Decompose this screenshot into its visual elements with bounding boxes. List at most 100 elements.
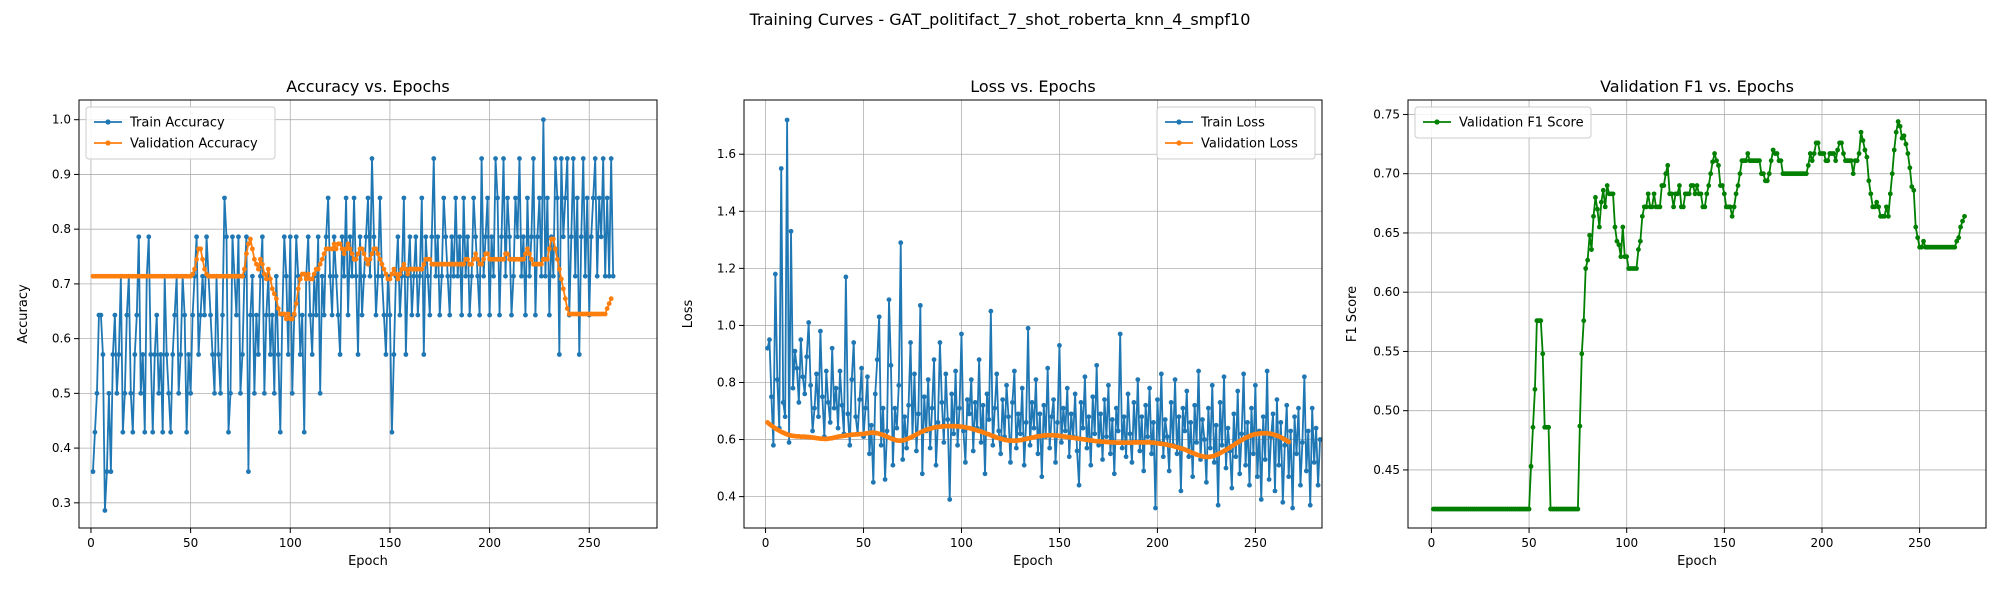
- f1-series-0-point: [1850, 171, 1856, 177]
- accuracy-series-1-point: [554, 256, 560, 262]
- accuracy-series-0-point: [361, 273, 367, 279]
- accuracy-series-0-point: [594, 273, 600, 279]
- accuracy-series-0-point: [537, 195, 542, 201]
- accuracy-xtick-label-1: 50: [183, 536, 198, 550]
- f1-series-0-point: [1620, 224, 1626, 230]
- accuracy-series-0-point: [281, 234, 287, 240]
- loss-series-0-point: [1243, 462, 1248, 468]
- accuracy-series-1-point: [341, 251, 347, 257]
- loss-series-0-point: [827, 420, 833, 425]
- loss-series-0-point: [808, 382, 814, 388]
- loss-series-0-point: [1080, 425, 1086, 431]
- loss-series-0-point: [902, 414, 908, 420]
- f1-series-0-point: [1778, 158, 1784, 164]
- accuracy-series-1-point: [343, 246, 349, 252]
- accuracy-series-1-point: [552, 246, 558, 252]
- f1-series-0-point: [1663, 171, 1669, 177]
- f1-series-0-point: [1600, 187, 1606, 193]
- loss-series-0-point: [1084, 445, 1090, 451]
- loss-series-0-point: [1274, 397, 1280, 402]
- loss-series-0-point: [1237, 471, 1243, 477]
- loss-series-0-line: [766, 119, 1321, 509]
- loss-series-0-point: [1121, 414, 1127, 420]
- accuracy-series-0-point: [417, 273, 423, 279]
- accuracy-series-0-point: [176, 390, 182, 396]
- f1-series-0-point: [1538, 318, 1544, 324]
- f1-series-0-point: [1649, 204, 1655, 210]
- f1-series-0-line: [1433, 120, 1966, 510]
- f1-ytick-label-6: 0.75: [1373, 107, 1400, 121]
- accuracy-series-1-point: [387, 276, 393, 282]
- accuracy-panel: 0 50 100 150 200 250 0.3 0.4 0.5 0.6 0.7 0.8 0.9 1.0 A…: [16, 77, 658, 569]
- f1-xtick-label-0: 0: [1428, 536, 1436, 550]
- loss-xtick-label-3: 150: [1048, 536, 1071, 550]
- loss-series-0-point: [1129, 459, 1135, 465]
- accuracy-series-0-point: [297, 352, 303, 357]
- loss-series-0-point: [1023, 420, 1029, 425]
- loss-series-0-point: [819, 394, 825, 400]
- accuracy-series-0-point: [531, 156, 536, 161]
- loss-xtick-label-0: 0: [762, 536, 770, 550]
- accuracy-series-0-point: [568, 234, 574, 240]
- loss-series-0-point: [1207, 445, 1213, 451]
- accuracy-series-1-point: [194, 256, 199, 262]
- loss-series-0-point: [1305, 428, 1311, 434]
- accuracy-series-1-point: [273, 296, 279, 302]
- accuracy-series-0-point: [419, 195, 425, 201]
- f1-series-0-point: [1526, 506, 1532, 512]
- accuracy-series-0-point: [140, 352, 146, 357]
- accuracy-series-0-point: [365, 195, 371, 201]
- f1-series-0-point: [1839, 140, 1844, 146]
- accuracy-xtick-label-3: 150: [378, 536, 401, 550]
- accuracy-series-1-point: [285, 311, 291, 317]
- f1-series-0-point: [1860, 138, 1866, 143]
- loss-series-0-point: [1190, 474, 1196, 480]
- loss-series-0-point: [1311, 459, 1317, 465]
- f1-series-0-point: [1841, 151, 1846, 156]
- accuracy-series-1-point: [367, 256, 373, 262]
- f1-series-0-point: [1680, 204, 1686, 210]
- accuracy-series-0-point: [429, 234, 435, 240]
- accuracy-series-0-point: [234, 312, 239, 318]
- f1-series-0-point: [1546, 424, 1551, 430]
- loss-series-0-point: [1205, 405, 1211, 411]
- loss-series-0-point: [937, 340, 943, 345]
- loss-series-0-point: [829, 345, 835, 351]
- loss-legend-marker-0: [1176, 119, 1182, 125]
- loss-series-0-point: [998, 451, 1004, 457]
- accuracy-series-0-point: [216, 352, 221, 357]
- f1-series-0-point: [1593, 195, 1598, 200]
- accuracy-series-1-point: [501, 256, 506, 262]
- accuracy-legend-marker-1: [105, 140, 111, 146]
- loss-series-0-point: [1078, 400, 1084, 405]
- accuracy-series-1-point: [377, 256, 383, 262]
- accuracy-series-0-point: [445, 273, 451, 279]
- loss-series-0-point: [1258, 497, 1264, 502]
- accuracy-series-0-point: [261, 390, 267, 396]
- loss-series-0-point: [1013, 445, 1019, 451]
- loss-series-0-point: [1186, 454, 1192, 460]
- accuracy-series-0-point: [463, 273, 469, 279]
- loss-series-0-point: [970, 448, 976, 454]
- accuracy-series-1-point: [283, 316, 289, 322]
- loss-series-0-point: [812, 405, 817, 411]
- f1-series-0-point: [1708, 171, 1714, 177]
- accuracy-series-0-point: [257, 273, 263, 279]
- loss-series-0-point: [1139, 414, 1145, 420]
- accuracy-series-0-point: [313, 312, 319, 318]
- f1-series-0-point: [1616, 242, 1622, 248]
- accuracy-series-0-point: [473, 234, 479, 240]
- f1-series-0-point: [1825, 158, 1831, 164]
- loss-series-0-point: [1082, 374, 1088, 380]
- accuracy-series-0-point: [218, 390, 223, 396]
- accuracy-series-0-point: [409, 312, 415, 318]
- accuracy-series-0-point: [475, 273, 481, 279]
- accuracy-series-1-point: [461, 261, 467, 267]
- f1-series-0-point: [1833, 158, 1839, 164]
- accuracy-series-0-point: [411, 273, 417, 279]
- f1-series-0-point: [1661, 183, 1667, 188]
- accuracy-series-0-point: [465, 234, 471, 240]
- accuracy-series-0-point: [515, 234, 520, 240]
- loss-series-0-point: [1053, 459, 1058, 465]
- loss-series-0-point: [1111, 471, 1117, 477]
